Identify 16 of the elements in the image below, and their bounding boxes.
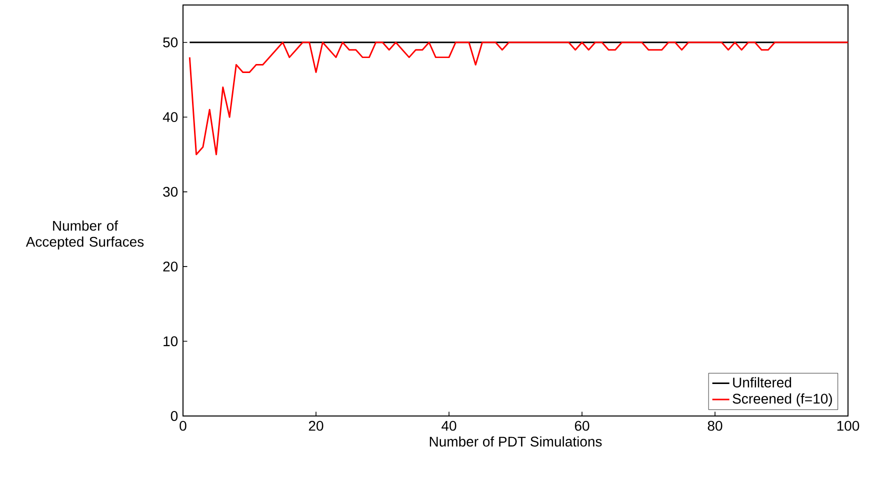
legend-label: Screened (f=10) xyxy=(732,393,832,406)
y-tick-label: 20 xyxy=(163,262,178,272)
y-tick-label: 50 xyxy=(163,37,178,48)
x-axis-title: Number of PDT Simulations xyxy=(430,436,602,447)
y-tick-label: 30 xyxy=(163,186,178,197)
y-tick-label: 0 xyxy=(170,411,178,421)
y-tick-label: 10 xyxy=(164,336,178,346)
y-tick-label: 40 xyxy=(162,112,178,122)
x-tick-label: 60 xyxy=(574,420,590,431)
y-axis-title: Number of Accepted Surfaces xyxy=(26,220,144,250)
x-tick-label: 0 xyxy=(180,420,186,431)
legend-label: Unfiltered xyxy=(733,377,792,388)
x-tick-label: 20 xyxy=(308,420,324,431)
x-tick-label: 80 xyxy=(708,420,722,431)
x-tick-label: 100 xyxy=(837,420,860,431)
x-tick-label: 40 xyxy=(442,420,456,431)
